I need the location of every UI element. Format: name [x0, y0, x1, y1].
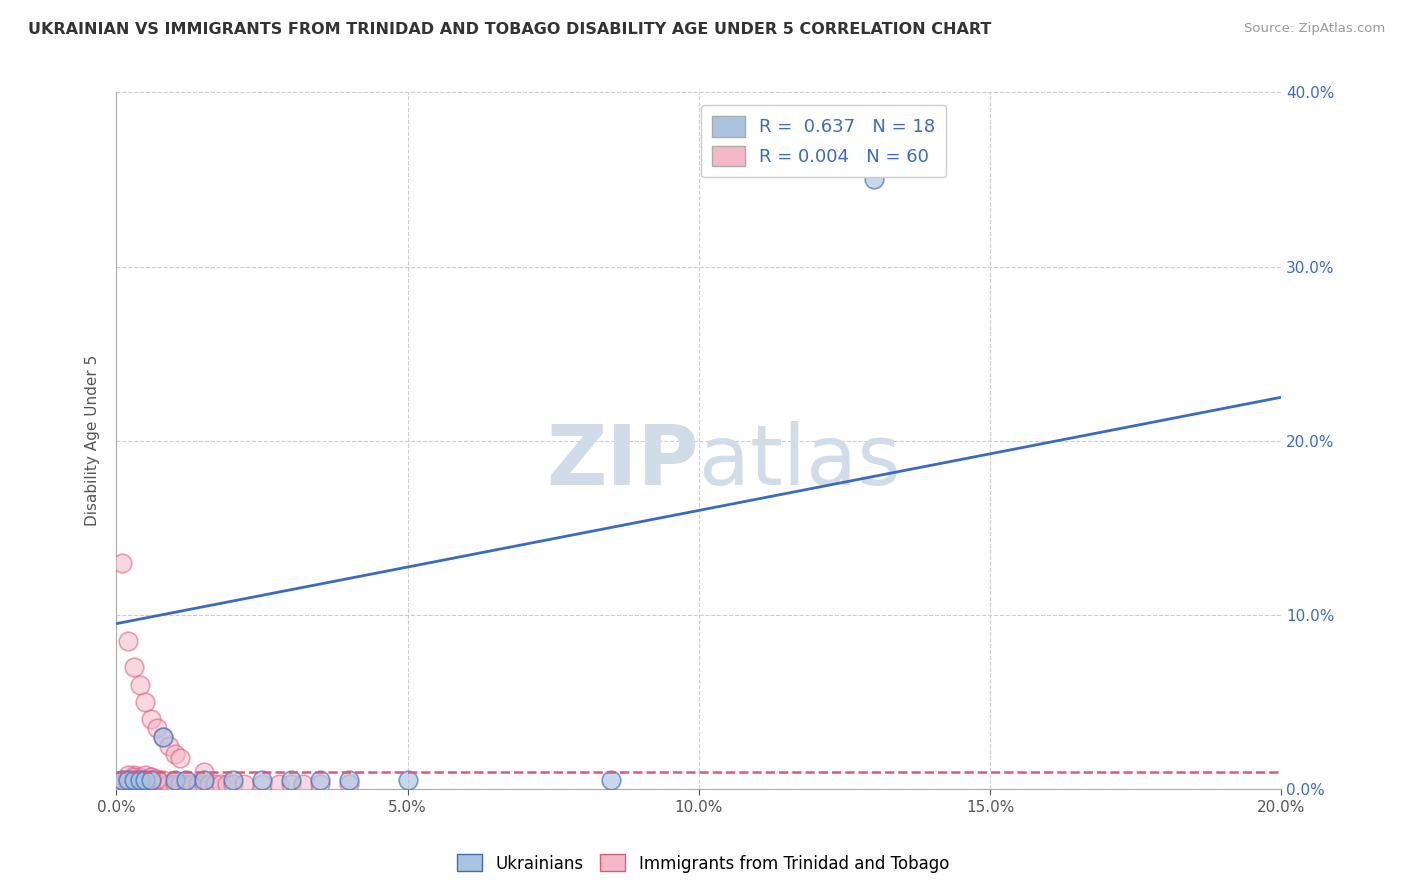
Point: [222, 773, 245, 788]
Point: [152, 777, 174, 791]
Point: [146, 721, 169, 735]
Point: [128, 773, 150, 788]
Point: [163, 747, 186, 762]
Point: [169, 751, 191, 765]
Point: [862, 172, 884, 186]
Point: [134, 772, 156, 786]
Legend: Ukrainians, Immigrants from Trinidad and Tobago: Ukrainians, Immigrants from Trinidad and…: [450, 847, 956, 880]
Point: [122, 660, 145, 674]
Point: [122, 770, 145, 784]
Point: [146, 773, 169, 788]
Point: [128, 775, 150, 789]
Legend: R =  0.637   N = 18, R = 0.004   N = 60: R = 0.637 N = 18, R = 0.004 N = 60: [702, 105, 946, 178]
Point: [181, 777, 204, 791]
Text: ZIP: ZIP: [547, 421, 699, 502]
Point: [204, 777, 226, 791]
Point: [174, 773, 197, 788]
Point: [111, 556, 134, 570]
Point: [111, 777, 134, 791]
Point: [152, 730, 174, 744]
Text: Source: ZipAtlas.com: Source: ZipAtlas.com: [1244, 22, 1385, 36]
Text: UKRAINIAN VS IMMIGRANTS FROM TRINIDAD AND TOBAGO DISABILITY AGE UNDER 5 CORRELAT: UKRAINIAN VS IMMIGRANTS FROM TRINIDAD AN…: [28, 22, 991, 37]
Point: [163, 777, 186, 791]
Point: [141, 775, 163, 789]
Point: [122, 773, 145, 788]
Point: [193, 773, 215, 788]
Point: [174, 777, 197, 791]
Point: [141, 773, 163, 788]
Point: [193, 764, 215, 779]
Point: [600, 773, 623, 788]
Point: [187, 777, 209, 791]
Point: [146, 772, 169, 786]
Point: [250, 773, 273, 788]
Point: [117, 768, 139, 782]
Point: [117, 772, 139, 786]
Point: [134, 777, 156, 791]
Point: [141, 770, 163, 784]
Point: [198, 777, 221, 791]
Point: [280, 777, 302, 791]
Point: [269, 777, 291, 791]
Point: [128, 772, 150, 786]
Point: [222, 777, 245, 791]
Point: [122, 775, 145, 789]
Point: [233, 777, 256, 791]
Point: [141, 777, 163, 791]
Point: [396, 773, 419, 788]
Point: [169, 777, 191, 791]
Point: [152, 730, 174, 744]
Point: [337, 773, 360, 788]
Point: [111, 773, 134, 788]
Point: [122, 768, 145, 782]
Point: [157, 739, 180, 753]
Point: [122, 773, 145, 788]
Point: [193, 777, 215, 791]
Point: [141, 773, 163, 788]
Point: [152, 773, 174, 788]
Point: [134, 768, 156, 782]
Point: [250, 777, 273, 791]
Point: [134, 773, 156, 788]
Point: [117, 777, 139, 791]
Point: [163, 773, 186, 788]
Point: [128, 770, 150, 784]
Point: [111, 773, 134, 788]
Point: [117, 634, 139, 648]
Point: [141, 713, 163, 727]
Point: [128, 678, 150, 692]
Point: [209, 777, 232, 791]
Point: [280, 773, 302, 788]
Point: [117, 773, 139, 788]
Point: [122, 777, 145, 791]
Point: [309, 777, 332, 791]
Y-axis label: Disability Age Under 5: Disability Age Under 5: [86, 355, 100, 526]
Point: [134, 775, 156, 789]
Point: [309, 773, 332, 788]
Point: [146, 777, 169, 791]
Point: [291, 777, 314, 791]
Text: atlas: atlas: [699, 421, 901, 502]
Point: [215, 777, 238, 791]
Point: [134, 695, 156, 709]
Point: [157, 777, 180, 791]
Point: [128, 777, 150, 791]
Point: [117, 773, 139, 788]
Point: [337, 777, 360, 791]
Point: [141, 770, 163, 784]
